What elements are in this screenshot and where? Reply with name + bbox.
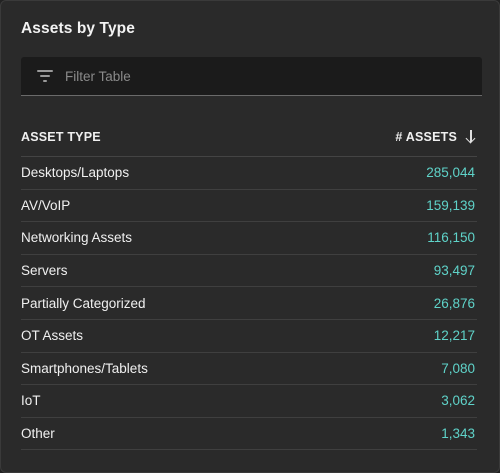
column-header-asset-count-label: # ASSETS: [395, 129, 457, 144]
table-row[interactable]: Smartphones/Tablets 7,080: [21, 353, 477, 386]
table-row[interactable]: Other 1,343: [21, 418, 477, 451]
column-header-asset-count[interactable]: # ASSETS: [395, 130, 477, 144]
asset-count-cell[interactable]: 26,876: [433, 295, 475, 311]
table-row[interactable]: Servers 93,497: [21, 255, 477, 288]
column-header-asset-type[interactable]: ASSET TYPE: [21, 129, 101, 144]
asset-count-cell[interactable]: 7,080: [441, 360, 475, 376]
table-header: ASSET TYPE # ASSETS: [21, 117, 477, 157]
asset-count-cell[interactable]: 116,150: [427, 230, 475, 246]
asset-count-cell[interactable]: 159,139: [426, 197, 475, 213]
asset-type-cell: AV/VoIP: [21, 197, 71, 213]
asset-type-cell: Desktops/Laptops: [21, 165, 130, 181]
table-row[interactable]: AV/VoIP 159,139: [21, 190, 477, 223]
table-row[interactable]: OT Assets 12,217: [21, 320, 477, 353]
asset-type-cell: OT Assets: [21, 328, 84, 344]
filter-table-input[interactable]: [65, 68, 482, 84]
asset-type-cell: Partially Categorized: [21, 295, 146, 311]
table-row[interactable]: IoT 3,062: [21, 385, 477, 418]
asset-count-cell[interactable]: 1,343: [441, 426, 475, 442]
table-row[interactable]: Networking Assets 116,150: [21, 222, 477, 255]
filter-icon: [37, 69, 55, 83]
asset-type-cell: Servers: [21, 263, 68, 279]
asset-count-cell[interactable]: 93,497: [433, 263, 475, 279]
asset-type-cell: Networking Assets: [21, 230, 133, 246]
widget-title: Assets by Type: [21, 20, 135, 37]
arrow-down-icon[interactable]: [465, 130, 477, 143]
asset-count-cell[interactable]: 3,062: [441, 393, 475, 409]
asset-count-cell[interactable]: 12,217: [433, 328, 475, 344]
asset-type-cell: Other: [21, 426, 55, 442]
filter-table-field[interactable]: [21, 57, 482, 96]
table-row[interactable]: Partially Categorized 26,876: [21, 287, 477, 320]
assets-table: ASSET TYPE # ASSETS Desktops/Laptops 285…: [21, 117, 477, 451]
asset-type-cell: IoT: [21, 393, 41, 409]
table-row[interactable]: Desktops/Laptops 285,044: [21, 157, 477, 190]
asset-type-cell: Smartphones/Tablets: [21, 360, 148, 376]
asset-count-cell[interactable]: 285,044: [426, 165, 475, 181]
